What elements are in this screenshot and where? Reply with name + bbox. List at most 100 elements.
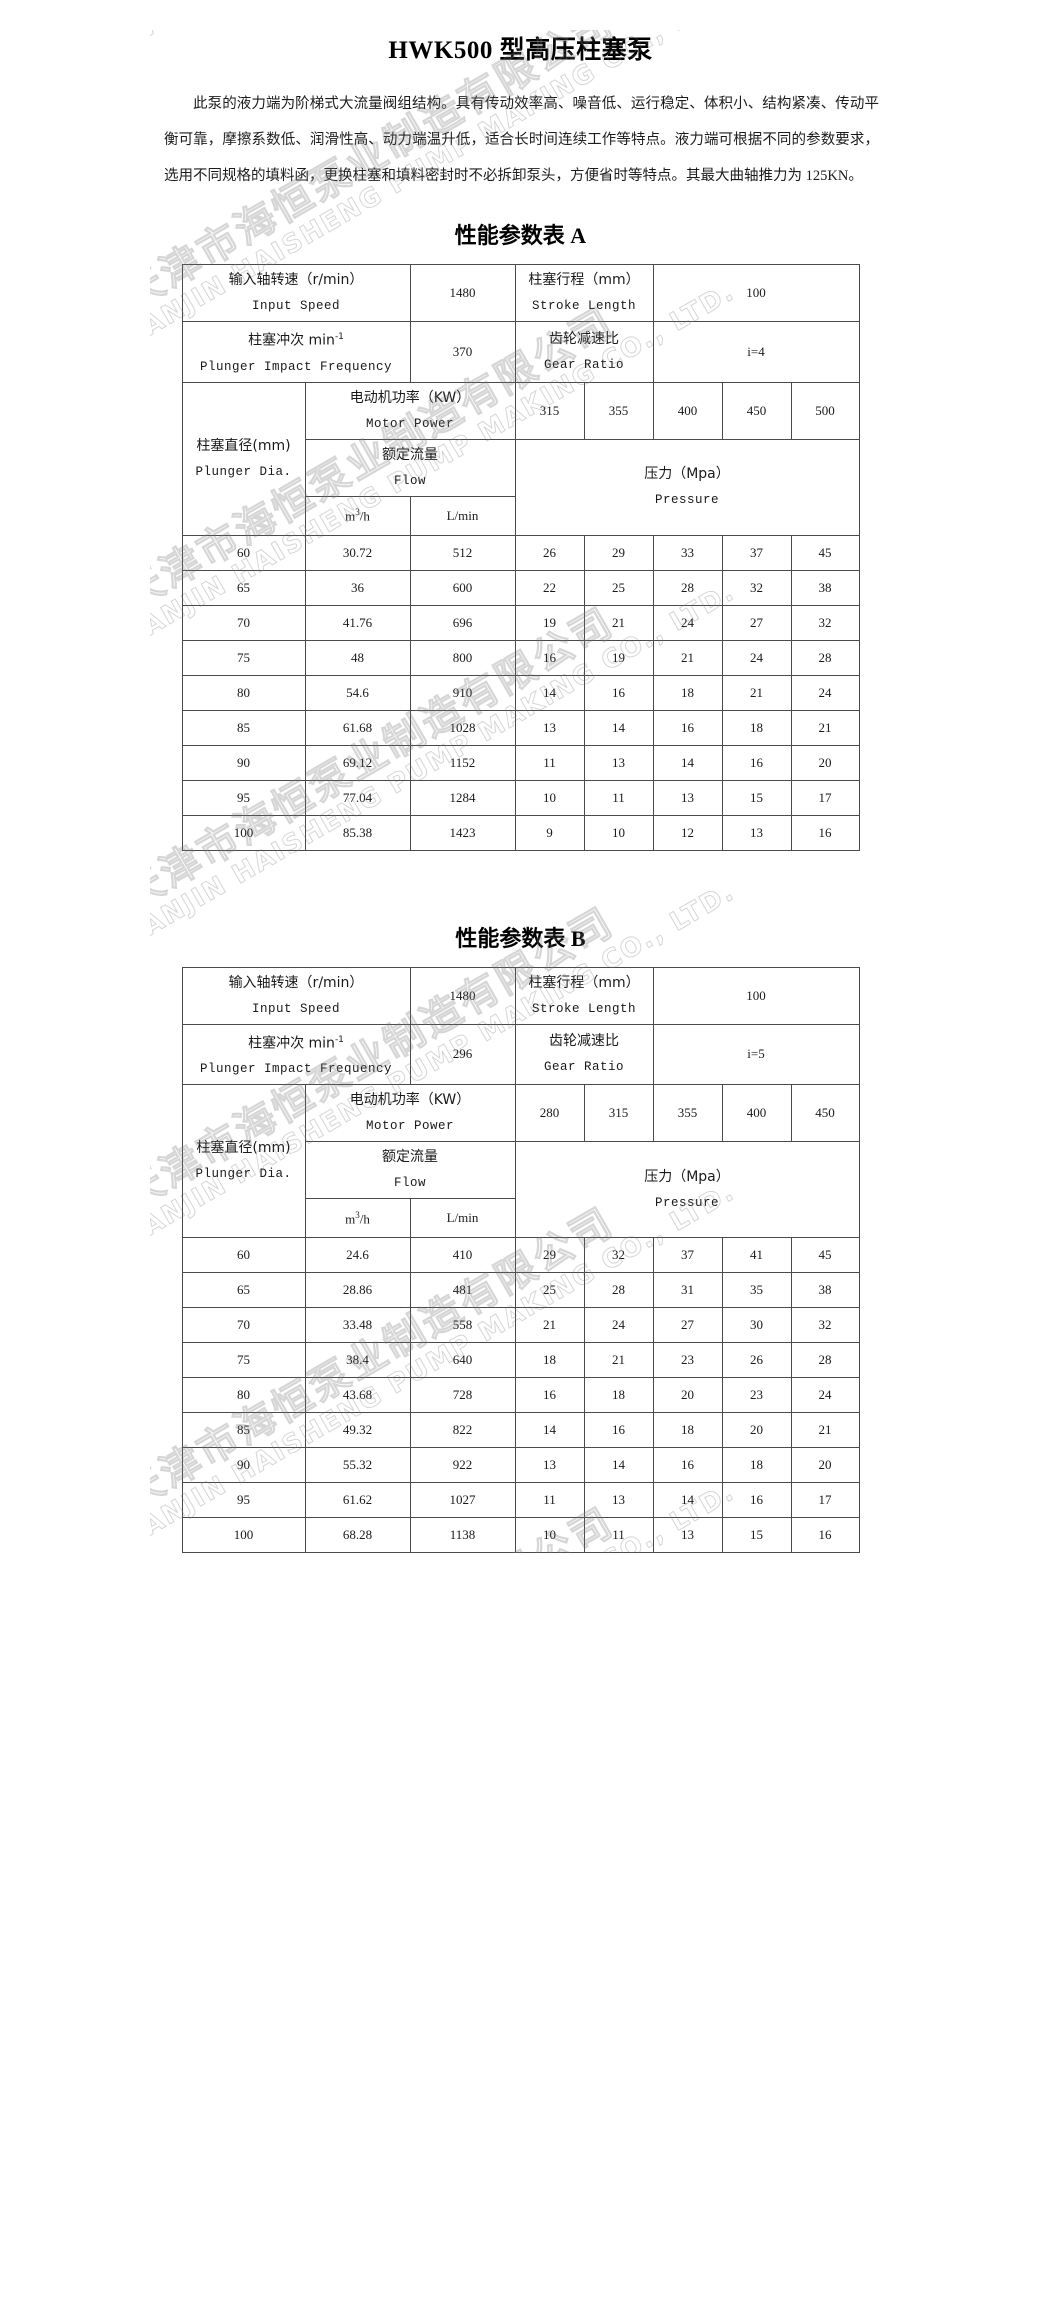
cell-pressure-1: 10: [583, 814, 654, 851]
pressure-label-cn: 压力（Mpa）: [644, 1168, 730, 1185]
pressure-label-en: Pressure: [654, 1195, 719, 1210]
table-row: 100 85.38 1423 9 10 12 13 16: [181, 814, 860, 851]
cell-pressure-0: 11: [514, 744, 585, 781]
cell-pressure-2: 24: [652, 604, 723, 641]
cell-input-speed-label: 输入轴转速（r/min） Input Speed: [181, 264, 411, 322]
cell-flow-lmin: 558: [409, 1307, 516, 1344]
cell-pressure-4: 32: [790, 604, 860, 641]
cell-flow-m3h: 68.28: [304, 1517, 411, 1554]
cell-pressure-2: 14: [652, 744, 723, 781]
motor-power-label-cn: 电动机功率（KW）: [349, 389, 471, 406]
cell-pressure-0: 9: [514, 814, 585, 851]
cell-pressure-4: 45: [790, 1237, 860, 1274]
cell-flow-lmin: 1138: [409, 1517, 516, 1554]
cell-pressure-1: 13: [583, 744, 654, 781]
cell-motor-power-0: 315: [514, 381, 585, 440]
cell-pressure-4: 38: [790, 569, 860, 606]
cell-flow-m3h: 69.12: [304, 744, 411, 781]
cell-motor-power-0: 280: [514, 1084, 585, 1143]
cell-pressure-4: 24: [790, 1377, 860, 1414]
cell-flow-m3h: 33.48: [304, 1307, 411, 1344]
table-row: 65 28.86 481 25 28 31 35 38: [181, 1272, 860, 1309]
cell-pressure-1: 21: [583, 1342, 654, 1379]
cell-plunger-dia: 90: [181, 1447, 306, 1484]
cell-motor-power-label: 电动机功率（KW） Motor Power: [304, 1084, 516, 1143]
cell-pressure-1: 24: [583, 1307, 654, 1344]
cell-pressure-1: 14: [583, 709, 654, 746]
cell-plunger-dia: 95: [181, 779, 306, 816]
cell-input-speed-value: 1480: [409, 966, 516, 1025]
stroke-length-label-en: Stroke Length: [531, 1001, 637, 1016]
cell-motor-power-2: 400: [652, 381, 723, 440]
cell-flow-label: 额定流量 Flow: [304, 1141, 516, 1200]
cell-flow-lmin: 1152: [409, 744, 516, 781]
cell-pressure-1: 28: [583, 1272, 654, 1309]
cell-motor-power-3: 400: [721, 1084, 792, 1143]
cell-pressure-3: 23: [721, 1377, 792, 1414]
table-row: 80 54.6 910 14 16 18 21 24: [181, 674, 860, 711]
cell-flow-lmin: 481: [409, 1272, 516, 1309]
cell-pressure-0: 18: [514, 1342, 585, 1379]
cell-flow-lmin: 696: [409, 604, 516, 641]
cell-flow-m3h: 54.6: [304, 674, 411, 711]
plunger-dia-label-cn: 柱塞直径(mm): [196, 1140, 291, 1157]
table-row-flow-units: m3/h L/min: [182, 495, 859, 536]
cell-flow-m3h: 77.04: [304, 779, 411, 816]
cell-pressure-4: 28: [790, 1342, 860, 1379]
cell-flow-m3h: 41.76: [304, 604, 411, 641]
cell-unit-m3h: m3/h: [304, 495, 411, 536]
cell-pressure-4: 16: [790, 1517, 860, 1554]
cell-pressure-3: 18: [721, 1447, 792, 1484]
cell-pressure-3: 18: [721, 709, 792, 746]
cell-pressure-4: 17: [790, 779, 860, 816]
cell-flow-m3h: 61.68: [304, 709, 411, 746]
gear-ratio-label-en: Gear Ratio: [543, 1060, 624, 1075]
cell-pressure-1: 18: [583, 1377, 654, 1414]
cell-plunger-dia: 70: [181, 1307, 306, 1344]
cell-pressure-2: 20: [652, 1377, 723, 1414]
cell-plunger-dia: 60: [181, 534, 306, 571]
cell-pressure-1: 21: [583, 604, 654, 641]
cell-pressure-3: 15: [721, 779, 792, 816]
intro-paragraph: 此泵的液力端为阶梯式大流量阀组结构。具有传动效率高、噪音低、运行稳定、体积小、结…: [164, 96, 879, 184]
cell-pressure-1: 14: [583, 1447, 654, 1484]
cell-pressure-3: 15: [721, 1517, 792, 1554]
cell-plunger-dia: 65: [181, 569, 306, 606]
plunger-dia-label-cn: 柱塞直径(mm): [196, 437, 291, 454]
cell-pressure-0: 26: [514, 534, 585, 571]
cell-pressure-4: 38: [790, 1272, 860, 1309]
cell-pressure-0: 13: [514, 1447, 585, 1484]
cell-impact-frequency-label: 柱塞冲次 min-1 Plunger Impact Frequency: [181, 1023, 411, 1086]
cell-pressure-2: 14: [652, 1482, 723, 1519]
cell-pressure-2: 18: [652, 674, 723, 711]
cell-motor-power-2: 355: [652, 1084, 723, 1143]
cell-pressure-4: 45: [790, 534, 860, 571]
table-a-wrapper: 输入轴转速（r/min） Input Speed 1480 柱塞行程（mm） S…: [154, 264, 887, 851]
cell-pressure-2: 18: [652, 1412, 723, 1449]
input-speed-label-en: Input Speed: [251, 1001, 340, 1016]
cell-impact-frequency-value: 370: [409, 321, 516, 383]
cell-input-speed-value: 1480: [409, 264, 516, 322]
cell-flow-lmin: 922: [409, 1447, 516, 1484]
cell-pressure-3: 20: [721, 1412, 792, 1449]
cell-motor-power-3: 450: [721, 381, 792, 440]
impact-frequency-label-cn: 柱塞冲次 min-1: [248, 1034, 344, 1052]
cell-plunger-dia: 65: [181, 1272, 306, 1309]
table-a-body: 60 30.72 512 26 29 33 37 45 65 36 600 22 25 28 32 38 70 4…: [181, 534, 860, 851]
table-row: 80 43.68 728 16 18 20 23 24: [181, 1377, 860, 1414]
input-speed-label-cn: 输入轴转速（r/min）: [228, 974, 364, 991]
cell-stroke-length-value: 100: [652, 264, 860, 322]
cell-pressure-2: 21: [652, 639, 723, 676]
cell-plunger-dia: 85: [181, 1412, 306, 1449]
cell-flow-lmin: 1028: [409, 709, 516, 746]
cell-flow-lmin: 600: [409, 569, 516, 606]
cell-flow-m3h: 61.62: [304, 1482, 411, 1519]
table-row-flow: 额定流量 Flow 压力（Mpa） Pressure: [182, 438, 860, 536]
cell-plunger-dia-label: 柱塞直径(mm) Plunger Dia.: [181, 1084, 306, 1239]
cell-pressure-0: 22: [514, 569, 585, 606]
cell-pressure-label: 压力（Mpa） Pressure: [514, 1141, 860, 1239]
cell-plunger-dia: 80: [181, 674, 306, 711]
cell-pressure-3: 35: [721, 1272, 792, 1309]
impact-frequency-label-cn: 柱塞冲次 min-1: [248, 332, 344, 349]
cell-pressure-1: 13: [583, 1482, 654, 1519]
